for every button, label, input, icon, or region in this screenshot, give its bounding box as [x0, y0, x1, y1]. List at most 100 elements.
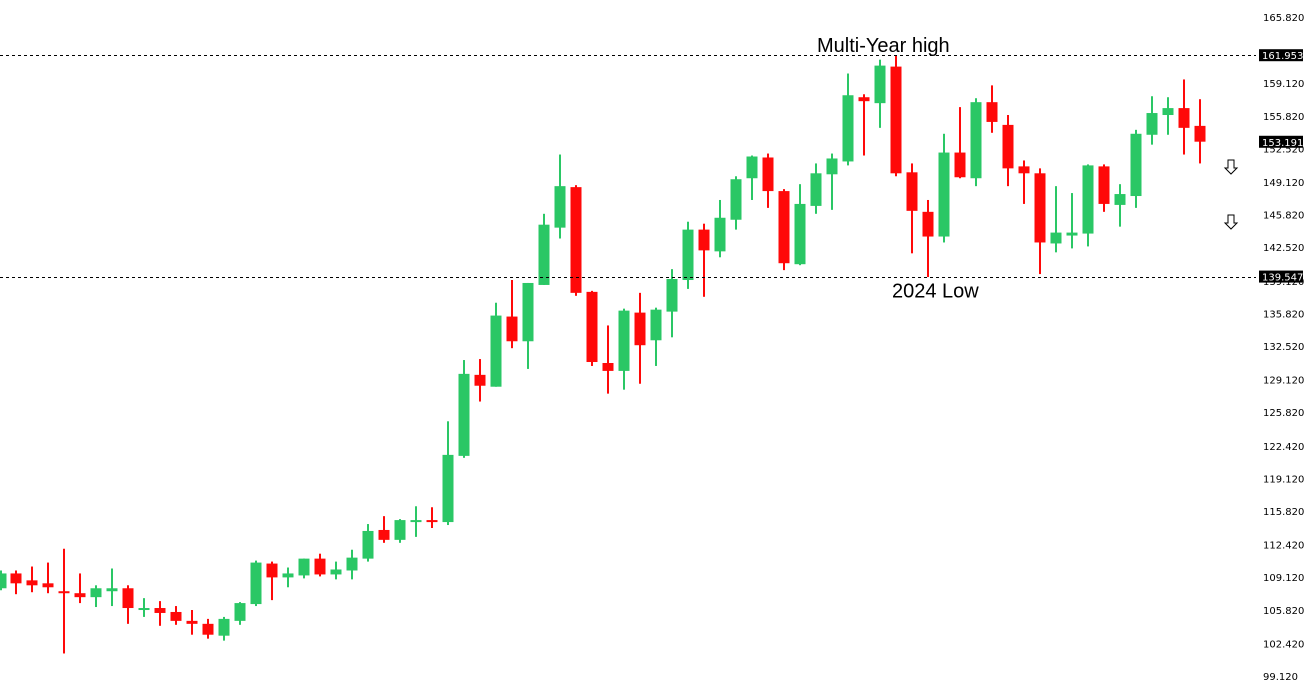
- candle: [1162, 97, 1174, 135]
- y-tick-label: 129.120: [1263, 376, 1304, 387]
- candle: [970, 98, 982, 187]
- candle: [890, 55, 902, 177]
- candle: [474, 359, 486, 402]
- y-tick-label: 122.420: [1263, 442, 1304, 453]
- candle: [394, 519, 406, 543]
- candle: [42, 562, 54, 594]
- price-tag: [1259, 49, 1303, 62]
- y-tick-label: 149.120: [1263, 178, 1304, 189]
- candle: [378, 516, 390, 543]
- price-tag: [1259, 270, 1303, 283]
- price-tag-label: 153.191: [1262, 138, 1303, 149]
- candle: [586, 290, 598, 366]
- candle: [1066, 193, 1078, 249]
- candle: [1130, 129, 1142, 208]
- annotation-multi-year-high: Multi-Year high: [817, 35, 950, 57]
- candle: [490, 302, 502, 387]
- y-tick-label: 102.420: [1263, 639, 1304, 650]
- candle: [1050, 186, 1062, 253]
- y-tick-label: 109.120: [1263, 573, 1304, 584]
- candle: [1146, 96, 1158, 145]
- candle: [282, 567, 294, 588]
- candle: [570, 185, 582, 296]
- y-tick-label: 125.820: [1263, 408, 1304, 419]
- candle: [330, 561, 342, 580]
- candle: [458, 360, 470, 458]
- price-axis[interactable]: 165.820 159.120 155.820 152.520 149.120 145.8…: [1259, 13, 1304, 683]
- candle: [362, 524, 374, 562]
- annotations: Multi-Year high 2024 Low: [817, 35, 979, 302]
- y-tick-label: 119.120: [1263, 474, 1304, 485]
- candle: [778, 189, 790, 271]
- candle: [10, 570, 22, 595]
- y-tick-label: 159.120: [1263, 79, 1304, 90]
- candle: [90, 585, 102, 608]
- y-tick-label: 112.420: [1263, 541, 1304, 552]
- candle: [426, 507, 438, 528]
- candle: [682, 221, 694, 289]
- candle: [1034, 168, 1046, 275]
- candle: [186, 610, 198, 635]
- candle: [314, 553, 326, 577]
- candle: [554, 154, 566, 239]
- price-tag-label: 139.547: [1262, 273, 1303, 284]
- candles-layer: [0, 55, 1206, 654]
- y-tick-label: 105.820: [1263, 606, 1304, 617]
- candle: [618, 308, 630, 390]
- down-arrow-icon: [1223, 214, 1239, 230]
- candle: [218, 616, 230, 641]
- candle: [122, 585, 134, 624]
- candle: [874, 59, 886, 128]
- candle: [794, 184, 806, 266]
- y-tick-label: 99.120: [1263, 672, 1298, 683]
- candle: [170, 606, 182, 625]
- candle: [298, 558, 310, 579]
- candle: [250, 560, 262, 607]
- candle: [0, 570, 7, 591]
- y-tick-label: 132.520: [1263, 342, 1304, 353]
- candle: [826, 153, 838, 210]
- candle: [810, 163, 822, 214]
- candle: [266, 561, 278, 601]
- y-tick-label: 152.520: [1263, 144, 1304, 155]
- candle: [746, 155, 758, 200]
- candle: [202, 618, 214, 639]
- candle: [698, 223, 710, 297]
- annotation-2024-low: 2024 Low: [892, 281, 979, 303]
- candle: [154, 601, 166, 626]
- candle: [106, 568, 118, 607]
- candle: [730, 176, 742, 230]
- candle: [986, 85, 998, 133]
- y-tick-label: 145.820: [1263, 211, 1304, 222]
- y-tick-label: 165.820: [1263, 13, 1304, 24]
- candle: [506, 280, 518, 349]
- candle: [522, 282, 534, 369]
- candle: [650, 307, 662, 366]
- y-tick-label: 155.820: [1263, 112, 1304, 123]
- candle: [234, 602, 246, 625]
- candle: [666, 269, 678, 338]
- candle: [634, 292, 646, 384]
- candle: [922, 199, 934, 278]
- candle: [138, 598, 150, 617]
- candle: [906, 163, 918, 254]
- candle: [858, 94, 870, 156]
- candle: [538, 213, 550, 285]
- candle: [842, 73, 854, 166]
- candle: [954, 107, 966, 179]
- y-tick-label: 142.520: [1263, 243, 1304, 254]
- level-lines: [0, 55, 1256, 278]
- candle: [1018, 160, 1030, 204]
- candle: [26, 566, 38, 593]
- down-arrow-icon: [1223, 159, 1239, 175]
- candle: [762, 153, 774, 208]
- y-tick-label: 135.820: [1263, 309, 1304, 320]
- candle: [714, 199, 726, 258]
- candle: [58, 548, 70, 654]
- price-tag: [1259, 135, 1303, 148]
- candle: [938, 133, 950, 243]
- arrow-markers: [1223, 159, 1239, 230]
- price-tag-label: 161.953: [1262, 51, 1303, 62]
- candle: [1002, 115, 1014, 187]
